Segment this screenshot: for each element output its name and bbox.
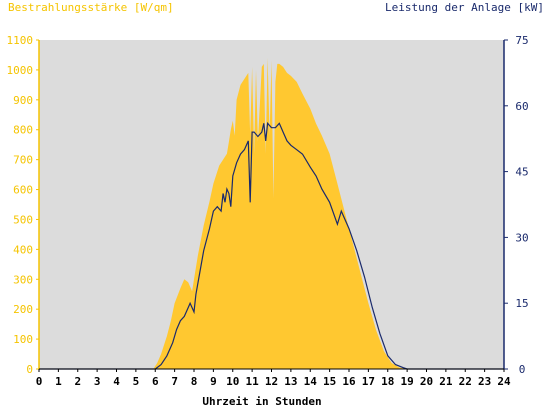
x-tick-label: 14 — [304, 375, 318, 388]
x-tick-label: 15 — [323, 375, 336, 388]
x-tick-label: 7 — [171, 375, 178, 388]
x-tick-label: 22 — [459, 375, 472, 388]
x-tick-label: 23 — [478, 375, 491, 388]
left-tick-label: 1100 — [7, 34, 34, 47]
left-tick-label: 200 — [13, 303, 33, 316]
right-axis-title: Leistung der Anlage [kW] — [385, 1, 544, 14]
x-tick-label: 6 — [152, 375, 159, 388]
left-tick-label: 700 — [13, 154, 33, 167]
left-tick-label: 900 — [13, 94, 33, 107]
left-axis-title: Bestrahlungsstärke [W/qm] — [8, 1, 174, 14]
left-tick-label: 300 — [13, 273, 33, 286]
right-tick-label: 75 — [515, 34, 528, 47]
left-tick-label: 400 — [13, 243, 33, 256]
x-axis-label: Uhrzeit in Stunden — [202, 395, 321, 408]
x-tick-label: 24 — [497, 375, 511, 388]
x-tick-label: 19 — [401, 375, 414, 388]
right-tick-label: 45 — [515, 166, 528, 179]
x-tick-label: 16 — [342, 375, 356, 388]
right-axis-ticks: 0 15 30 45 60 75 — [504, 34, 529, 376]
x-tick-label: 20 — [420, 375, 433, 388]
x-tick-label: 4 — [113, 375, 120, 388]
left-tick-label: 0 — [26, 363, 33, 376]
x-tick-label: 12 — [265, 375, 278, 388]
x-tick-label: 0 — [36, 375, 43, 388]
left-axis-ticks: 0 100 200 300 400 500 600 700 800 900 1000 1100 — [7, 34, 39, 376]
left-tick-label: 100 — [13, 333, 33, 346]
left-tick-label: 600 — [13, 184, 33, 197]
x-tick-label: 18 — [381, 375, 394, 388]
right-tick-label: 15 — [515, 297, 528, 310]
right-tick-label: 60 — [515, 100, 528, 113]
x-tick-label: 2 — [74, 375, 81, 388]
right-tick-label: 30 — [515, 231, 528, 244]
left-tick-label: 800 — [13, 124, 33, 137]
x-tick-label: 17 — [362, 375, 375, 388]
x-tick-label: 3 — [94, 375, 101, 388]
x-tick-label: 9 — [210, 375, 217, 388]
x-tick-label: 10 — [226, 375, 239, 388]
power-series — [39, 121, 504, 370]
left-tick-label: 500 — [13, 213, 33, 226]
x-tick-label: 1 — [55, 375, 62, 388]
x-tick-label: 5 — [133, 375, 140, 388]
x-tick-label: 11 — [246, 375, 260, 388]
x-tick-label: 13 — [284, 375, 297, 388]
irradiance-area — [39, 57, 504, 370]
x-tick-label: 21 — [439, 375, 453, 388]
power-line — [39, 121, 504, 370]
left-tick-label: 1000 — [7, 64, 34, 77]
irradiance-series — [39, 57, 504, 370]
right-tick-label: 0 — [519, 363, 526, 376]
x-axis-ticks: 0 1 2 3 4 5 6 7 8 9 10 11 12 13 14 15 16 17 18 19 20 21 22 23 24 — [36, 369, 511, 388]
x-tick-label: 8 — [191, 375, 198, 388]
